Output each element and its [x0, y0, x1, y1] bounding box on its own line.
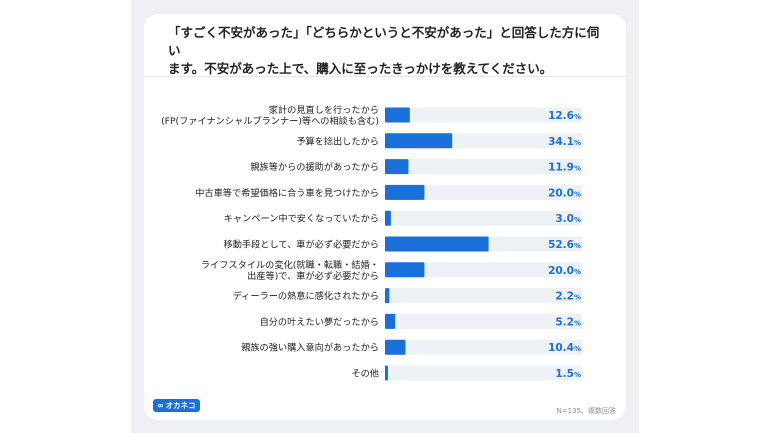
value-label: 5.2% [555, 316, 581, 328]
bar-track [385, 107, 582, 123]
title-line-2: ます。不安があった上で、購入に至ったきっかけを教えてください。 [168, 61, 553, 76]
value-label: 10.4% [548, 342, 581, 354]
bar [385, 159, 409, 175]
value-label: 3.0% [555, 213, 581, 225]
logo-text: オカネコ [165, 401, 196, 410]
bar [385, 262, 425, 278]
bar [385, 107, 410, 123]
bar [385, 365, 388, 381]
bar [385, 133, 453, 149]
category-label: その他 [351, 368, 379, 380]
bar-track [385, 313, 582, 329]
category-label: 予算を捻出したから [296, 135, 379, 147]
okaneko-logo: ∞ オカネコ [153, 399, 200, 412]
value-label: 52.6% [548, 239, 581, 251]
category-label: 家計の見直しを行ったから [269, 104, 379, 116]
category-label: 自分の叶えたい夢だったから [260, 316, 379, 328]
category-label: 中古車等で希望価格に合う車を見つけたから [195, 187, 379, 199]
bar [385, 288, 390, 304]
bar-chart: 家計の見直しを行ったから(FP(ファイナンシャルプランナー)等への相談も含む) 1… [161, 104, 582, 381]
value-label: 12.6% [548, 110, 581, 122]
bar-track [385, 184, 582, 200]
category-label: 親族の強い購入意向があったから [241, 342, 379, 354]
bar-track [385, 210, 582, 226]
bar [385, 236, 489, 252]
value-label: 2.2% [555, 291, 581, 303]
bar [385, 210, 391, 226]
category-label: ディーラーの熱意に感化されたから [233, 290, 379, 302]
category-label: 親族等からの援助があったから [250, 161, 379, 173]
bar [385, 313, 396, 329]
bar [385, 339, 406, 355]
category-label: キャンペーン中で安くなっていたから [224, 213, 379, 225]
value-label: 20.0% [548, 187, 581, 199]
bar-track [385, 159, 582, 175]
chart-card: 「すごく不安があった」「どちらかというと不安があった」と回答した方に伺い ます。… [144, 14, 626, 420]
bar-track [385, 365, 582, 381]
title-divider [144, 76, 626, 77]
value-label: 20.0% [548, 265, 581, 277]
bar-track [385, 288, 582, 304]
value-label: 11.9% [548, 162, 581, 174]
value-label: 34.1% [548, 136, 581, 148]
bar-track [385, 339, 582, 355]
category-label: (FP(ファイナンシャルプランナー)等への相談も含む) [161, 115, 379, 127]
bar-track [385, 262, 582, 278]
title-line-1: 「すごく不安があった」「どちらかというと不安があった」と回答した方に伺い [168, 25, 600, 58]
category-label: ライフスタイルの変化(就職・転職・結婚・ [201, 259, 379, 271]
chart-title: 「すごく不安があった」「どちらかというと不安があった」と回答した方に伺い ます。… [168, 24, 608, 78]
sample-size-note: N=135、複数回答 [556, 407, 616, 415]
infinity-icon: ∞ [157, 401, 164, 410]
category-label: 出産等)で、車が必ず必要だから [247, 270, 379, 282]
bar [385, 184, 425, 200]
value-label: 1.5% [555, 368, 581, 380]
category-label: 移動手段として、車が必ず必要だから [224, 239, 379, 251]
